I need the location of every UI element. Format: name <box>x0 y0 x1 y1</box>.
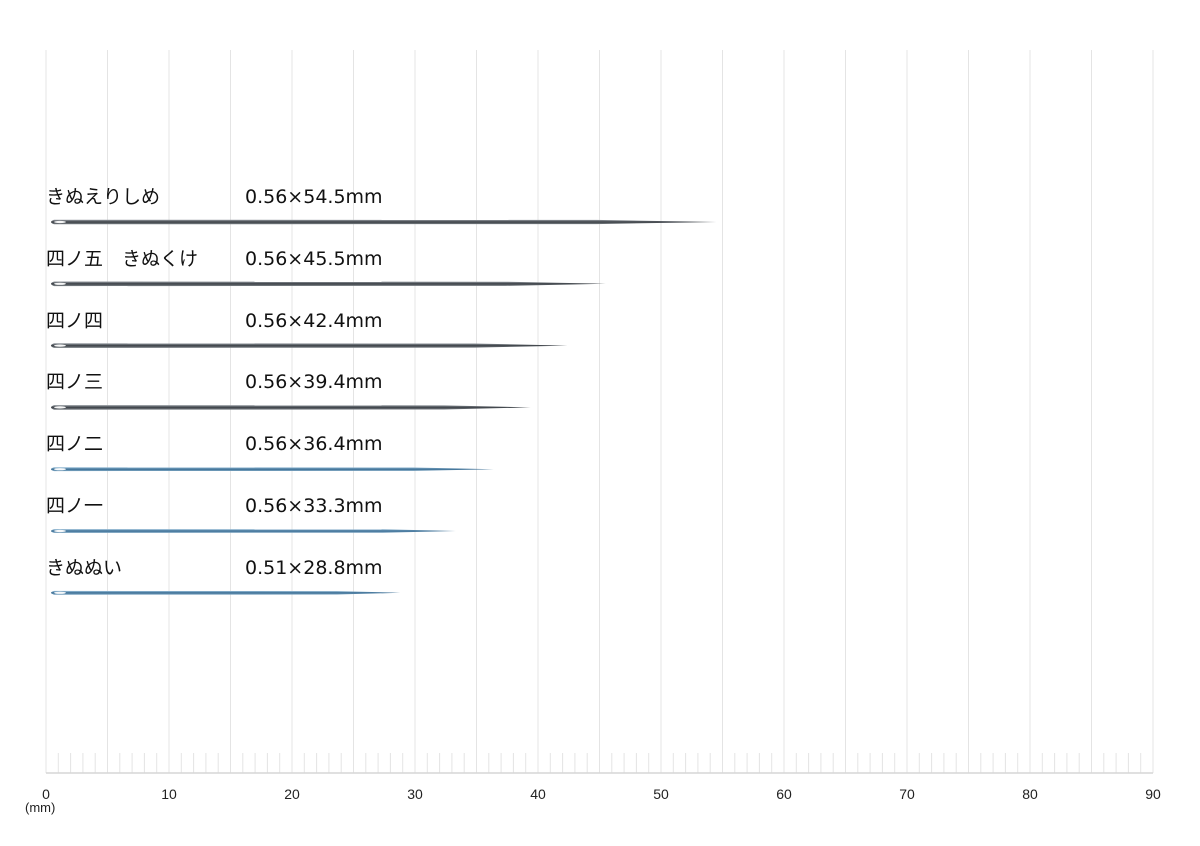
x-tick-label: 50 <box>653 786 669 802</box>
needle-eye <box>54 591 66 594</box>
needle-eye <box>54 406 66 409</box>
needle-body <box>51 529 456 533</box>
needle-name-label: 四ノ二 <box>46 433 104 456</box>
needle-body <box>51 219 717 225</box>
needle-size-label: 0.56×36.4mm <box>245 433 383 456</box>
x-tick-label: 70 <box>899 786 915 802</box>
needle <box>51 219 717 225</box>
needle-size-label: 0.56×54.5mm <box>245 186 383 208</box>
x-axis-unit: (mm) <box>25 800 56 815</box>
needle-eye <box>54 344 66 347</box>
minor-ticks <box>45 753 1154 773</box>
needle-body <box>51 590 401 595</box>
needle-body <box>51 343 568 348</box>
grid-lines <box>45 50 1154 773</box>
needle <box>51 343 568 348</box>
needle <box>51 590 401 595</box>
needle-eye <box>54 282 66 285</box>
x-tick-label: 40 <box>530 786 546 802</box>
needle-size-label: 0.51×28.8mm <box>245 556 383 579</box>
needle-name-label: 四ノ三 <box>46 371 104 394</box>
needle-eye <box>54 220 66 224</box>
needle-size-label: 0.56×45.5mm <box>245 247 383 270</box>
needle <box>51 529 456 533</box>
needle-body <box>51 281 606 287</box>
needles <box>51 219 717 595</box>
x-tick-label: 80 <box>1022 786 1038 802</box>
x-tick-label: 0 <box>42 786 50 802</box>
needle-body <box>51 467 494 472</box>
x-tick-label: 20 <box>284 786 300 802</box>
needle-size-label: 0.56×42.4mm <box>245 309 383 332</box>
needle <box>51 281 606 287</box>
needle-name-label: 四ノ五 きぬくけ <box>46 247 199 270</box>
needle-name-label: 四ノ一 <box>46 495 104 517</box>
x-tick-label: 10 <box>161 786 177 802</box>
needle-name-label: きぬぬい <box>46 556 123 579</box>
x-tick-label: 30 <box>407 786 423 802</box>
x-tick-label: 90 <box>1145 786 1161 802</box>
needle-name-label: 四ノ四 <box>46 309 104 332</box>
needle-eye <box>54 468 66 471</box>
needle-eye <box>54 529 66 533</box>
x-tick-label: 60 <box>776 786 792 802</box>
x-axis: 0 10 20 30 40 50 60 70 80 90 <box>42 772 1161 802</box>
needle-size-label: 0.56×39.4mm <box>245 371 383 394</box>
needle-body <box>51 405 531 410</box>
needle-size-label: 0.56×33.3mm <box>245 495 383 517</box>
needle-name-label: きぬえりしめ <box>46 186 161 208</box>
needle <box>51 467 494 472</box>
needle <box>51 405 531 410</box>
